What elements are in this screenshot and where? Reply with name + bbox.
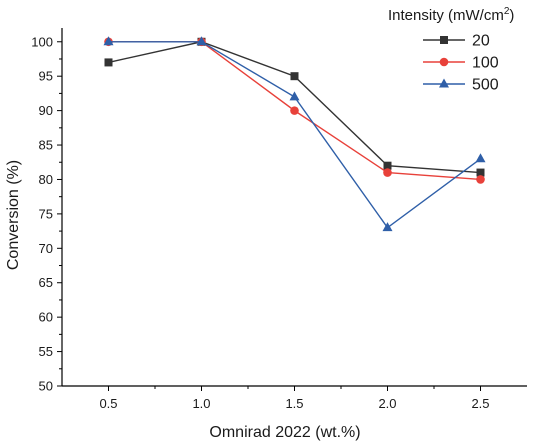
data-point-500 [289, 91, 300, 101]
x-axis-title: Omnirad 2022 (wt.%) [209, 424, 360, 441]
legend-marker-100 [439, 57, 449, 67]
axes [61, 28, 527, 387]
legend-title-main: Intensity (mW/cm [388, 7, 504, 24]
legend-title-end: ) [509, 7, 514, 24]
y-tick-label: 85 [39, 138, 53, 153]
legend-label-20: 20 [472, 33, 490, 50]
legend-items: 20 100 500 [423, 33, 499, 94]
series-500 [103, 36, 486, 232]
legend-item-500: 500 [423, 77, 499, 94]
legend: Intensity (mW/cm2) 20 100 500 [388, 6, 514, 94]
x-tick-label: 2.5 [471, 396, 489, 411]
legend-item-20: 20 [423, 33, 490, 50]
data-point-20 [476, 168, 485, 177]
x-tick-label: 2.0 [378, 396, 396, 411]
data-point-100 [383, 168, 392, 177]
y-tick-label: 75 [39, 206, 53, 221]
y-tick-label: 55 [39, 344, 53, 359]
y-tick-label: 65 [39, 275, 53, 290]
data-point-500 [196, 36, 207, 46]
y-tick-label: 70 [39, 241, 53, 256]
y-tick-label: 60 [39, 310, 53, 325]
data-point-20 [104, 58, 113, 67]
legend-title: Intensity (mW/cm2) [388, 6, 514, 24]
series-100 [104, 37, 485, 184]
x-tick-label: 1.5 [285, 396, 303, 411]
series-line-500 [108, 41, 481, 229]
y-tick-label: 90 [39, 103, 53, 118]
series-group [103, 36, 486, 232]
legend-marker-20 [440, 36, 448, 44]
x-tick-label: 0.5 [99, 396, 117, 411]
legend-label-100: 100 [472, 55, 499, 72]
data-point-500 [382, 222, 393, 232]
data-point-20 [290, 72, 299, 81]
legend-label-500: 500 [472, 77, 499, 94]
data-point-500 [475, 153, 486, 163]
y-axis-title: Conversion (%) [5, 160, 22, 270]
legend-title-sup: 2 [504, 6, 510, 17]
y-tick-label: 50 [39, 379, 53, 394]
y-tick-label: 100 [31, 34, 53, 49]
data-point-100 [476, 175, 485, 184]
legend-item-100: 100 [423, 55, 499, 72]
x-tick-label: 1.0 [192, 396, 210, 411]
y-tick-label: 95 [39, 69, 53, 84]
data-point-100 [290, 106, 299, 115]
ticks: 50 55 60 65 70 75 80 85 90 95 100 0.5 1.0 1.5 2.0 2.5 [31, 34, 489, 411]
y-tick-label: 80 [39, 172, 53, 187]
data-point-500 [103, 36, 114, 46]
legend-marker-500 [439, 78, 449, 88]
data-point-20 [383, 161, 392, 170]
